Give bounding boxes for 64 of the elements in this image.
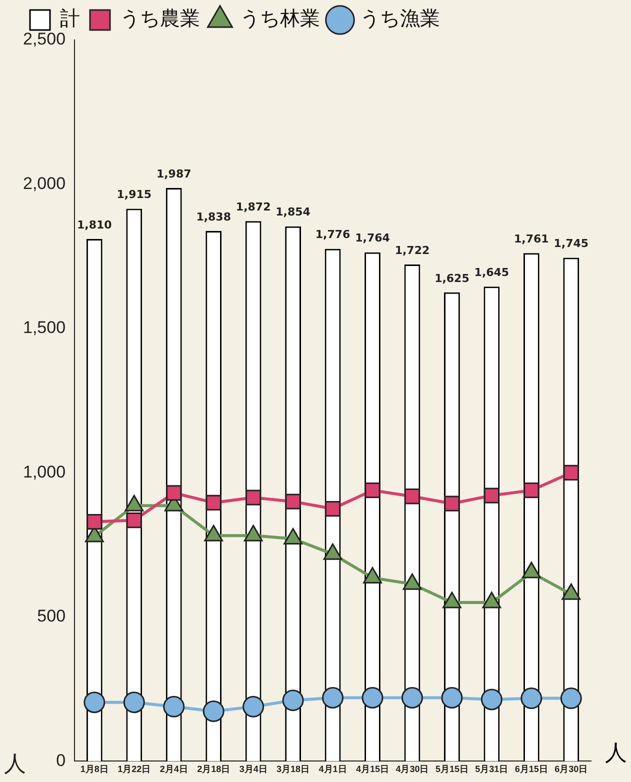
y-tick-label: 2,000	[22, 174, 66, 193]
y-tick-label: 1,500	[22, 318, 66, 338]
point	[563, 464, 579, 481]
point	[126, 512, 142, 528]
x-tick-label: 5月15日	[435, 764, 468, 774]
point	[242, 696, 264, 718]
data-label: 1,645	[474, 266, 510, 280]
legend-label: うち農業	[120, 6, 200, 30]
x-tick-label: 4月1日	[318, 764, 347, 774]
point	[444, 496, 460, 512]
point	[560, 688, 582, 710]
x-tick-label: 2月4日	[160, 764, 188, 774]
point	[404, 488, 420, 504]
x-tick-label: 3月4日	[239, 764, 268, 774]
data-label: 1,764	[355, 232, 390, 245]
data-label: 1,745	[554, 237, 589, 250]
y-tick-label: 500	[37, 606, 66, 626]
data-label: 1,854	[276, 206, 311, 219]
data-label: 1,761	[514, 232, 549, 246]
point	[322, 686, 344, 708]
point	[166, 485, 182, 501]
data-label: 1,810	[77, 218, 112, 232]
point	[84, 692, 106, 714]
point	[245, 490, 262, 506]
data-label: 1,722	[394, 244, 430, 257]
point	[86, 514, 102, 530]
point	[282, 690, 304, 712]
point	[441, 686, 463, 708]
data-label: 1,625	[434, 272, 470, 285]
legend-label: うち林業	[240, 6, 320, 30]
point	[285, 494, 301, 510]
point	[123, 692, 145, 714]
y-tick-label: 1,000	[22, 462, 66, 482]
legend-label: うち漁業	[360, 6, 440, 30]
text: 人	[605, 740, 627, 768]
point	[484, 488, 500, 504]
point	[364, 482, 380, 498]
point	[520, 688, 542, 710]
point	[401, 686, 423, 708]
x-tick-label: 4月15日	[356, 764, 390, 774]
data-label: 1,776	[315, 228, 351, 242]
data-label: 1,872	[236, 200, 271, 214]
data-label: 1,838	[196, 210, 231, 224]
point	[206, 494, 222, 511]
y-axis-title: 人	[4, 752, 26, 777]
x-tick-label: 6月30日	[554, 764, 588, 774]
x-tick-label: 5月31日	[475, 764, 508, 774]
x-tick-label: 4月30日	[396, 764, 429, 774]
x-tick-label: 6月15日	[514, 764, 548, 774]
data-label: 1,915	[116, 188, 152, 202]
point	[324, 500, 341, 517]
x-tick-label: 3月18日	[276, 764, 310, 774]
point	[362, 686, 384, 708]
data-label: 1,987	[156, 167, 192, 180]
x-tick-label: 2月18日	[197, 764, 230, 774]
x-tick-label: 1月22日	[118, 764, 151, 774]
point	[202, 700, 224, 722]
legend-label: 計	[60, 6, 80, 30]
y-tick-label: 2,500	[22, 30, 66, 49]
point	[163, 696, 185, 718]
point	[480, 688, 502, 710]
x-tick-label: 1月8日	[80, 764, 108, 774]
point	[524, 482, 540, 498]
y-tick-label: 0	[56, 750, 66, 770]
